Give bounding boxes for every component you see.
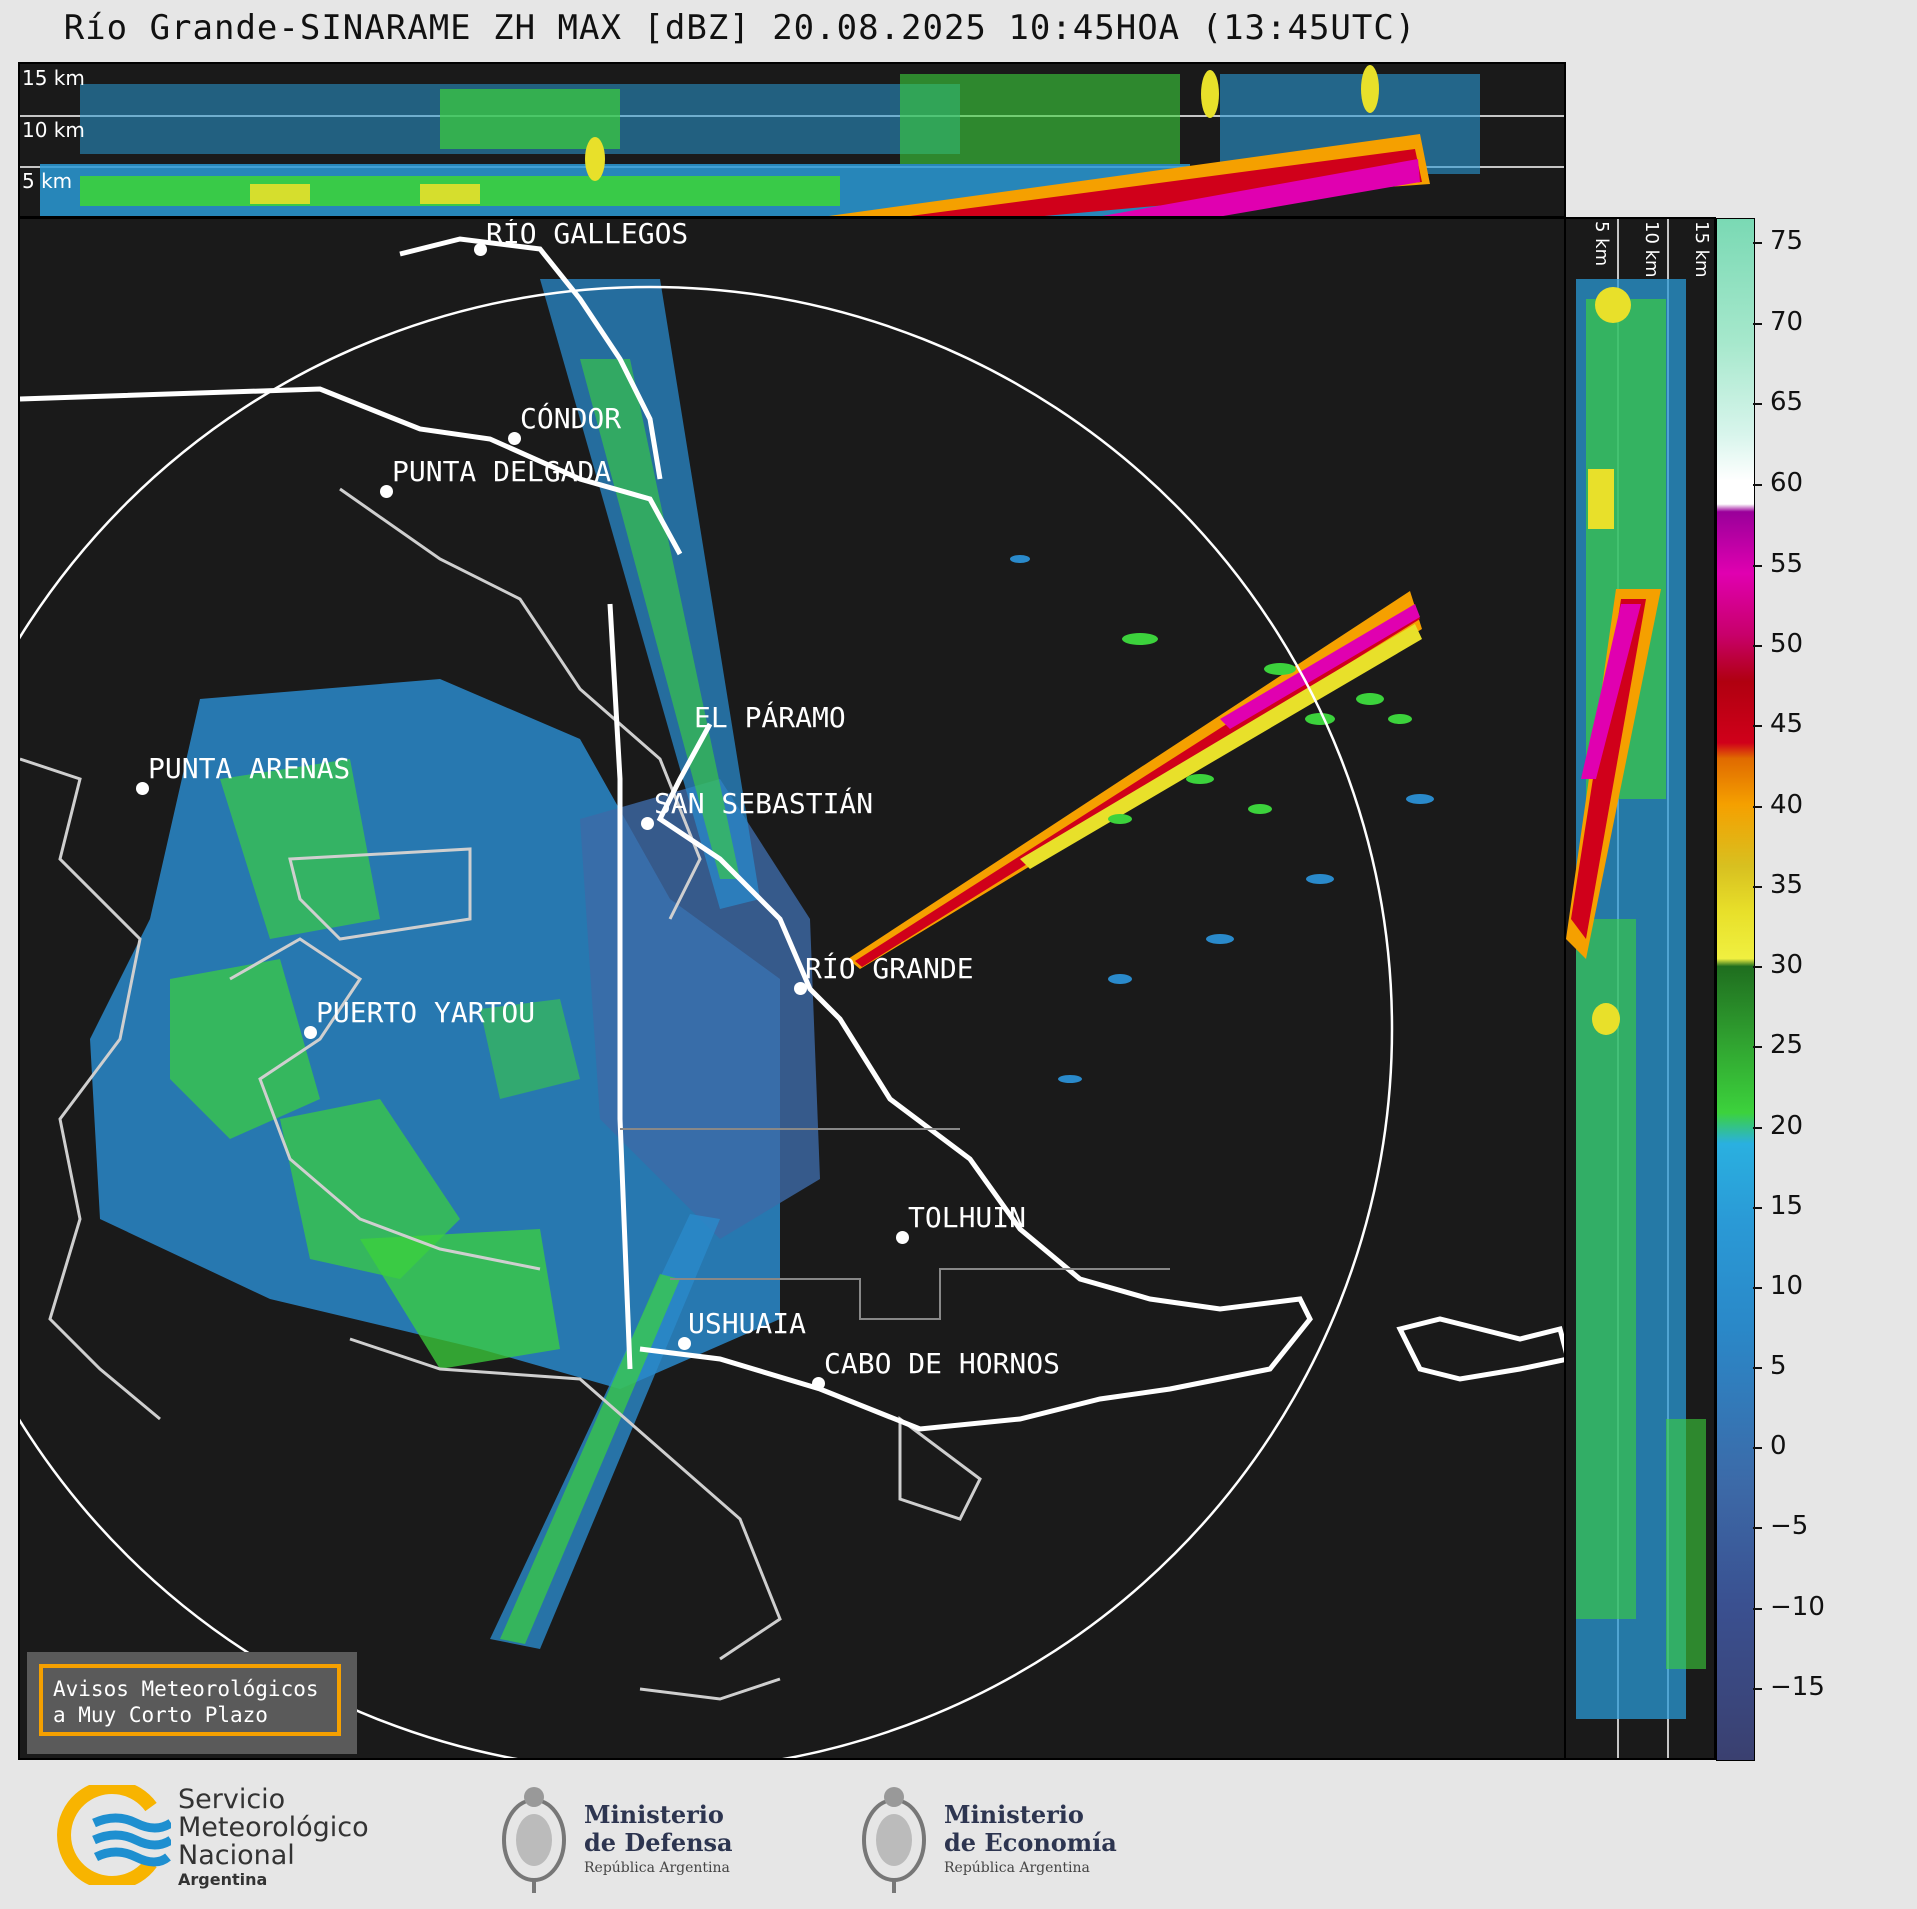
right-cross-section-panel: 5 km 10 km 15 km — [1564, 217, 1716, 1760]
cabo-de-hornos-marker — [812, 1377, 825, 1390]
provincial-lines — [620, 1128, 1170, 1320]
notice-frame: Avisos Meteorológicos a Muy Corto Plazo — [39, 1664, 341, 1736]
precipitation-echoes — [90, 279, 1434, 1649]
right-height-label-15: 15 km — [1691, 221, 1712, 278]
colorbar-tick-20: 20 — [1770, 1111, 1804, 1141]
colorbar-tick-25: 25 — [1770, 1030, 1804, 1060]
rio-gallegos-marker — [474, 243, 487, 256]
colorbar-tick-neg10: −10 — [1770, 1592, 1825, 1622]
right-height-label-5: 5 km — [1591, 221, 1612, 267]
colorbar-tick-neg15: −15 — [1770, 1672, 1825, 1702]
smn-line-3: Nacional — [178, 1840, 295, 1871]
san-sebastian-label: SAN SEBASTIÁN — [654, 787, 874, 820]
economia-line-3: República Argentina — [944, 1860, 1090, 1876]
colorbar-tick-75: 75 — [1770, 226, 1804, 256]
colorbar-tick-10: 10 — [1770, 1271, 1804, 1301]
ushuaia-marker — [678, 1337, 691, 1350]
colorbar-tick-45: 45 — [1770, 709, 1804, 739]
tolhuin-marker — [896, 1231, 909, 1244]
punta-arenas-marker — [136, 782, 149, 795]
rio-grande-marker — [794, 982, 807, 995]
colorbar-tick-40: 40 — [1770, 790, 1804, 820]
radar-map-graphics — [20, 236, 1564, 1758]
chart-title: Río Grande-SINARAME ZH MAX [dBZ] 20.08.2… — [63, 8, 1417, 48]
punta-delgada-label: PUNTA DELGADA — [392, 455, 612, 488]
range-ring — [20, 285, 1394, 1758]
san-sebastian-marker — [641, 817, 654, 830]
notice-box: Avisos Meteorológicos a Muy Corto Plazo — [27, 1652, 357, 1754]
smn-line-1: Servicio — [178, 1784, 286, 1815]
economia-line-2: de Economía — [944, 1828, 1117, 1857]
defensa-line-3: República Argentina — [584, 1860, 730, 1876]
right-height-label-10: 10 km — [1641, 221, 1662, 278]
colorbar-tick-35: 35 — [1770, 870, 1804, 900]
puerto-yartou-marker — [304, 1026, 317, 1039]
tolhuin-label: TOLHUIN — [908, 1201, 1027, 1234]
el-paramo-label: EL PÁRAMO — [694, 701, 846, 734]
defensa-line-2: de Defensa — [584, 1828, 733, 1857]
defensa-line-1: Ministerio — [584, 1800, 724, 1829]
dbz-colorbar — [1716, 218, 1755, 1761]
smn-line-4: Argentina — [178, 1870, 268, 1889]
condor-label: CÓNDOR — [520, 402, 622, 435]
notice-line-2: a Muy Corto Plazo — [53, 1703, 268, 1727]
smn-logo-icon — [57, 1785, 171, 1885]
top-height-label-15: 15 km — [22, 66, 85, 90]
colorbar-tick-70: 70 — [1770, 307, 1804, 337]
borders-roads — [20, 236, 1564, 1432]
colorbar-tick-60: 60 — [1770, 468, 1804, 498]
puerto-yartou-label: PUERTO YARTOU — [316, 996, 536, 1029]
cabo-de-hornos-label: CABO DE HORNOS — [824, 1347, 1061, 1380]
punta-delgada-marker — [380, 485, 393, 498]
top-cross-section-panel: 15 km 10 km 5 km — [18, 62, 1566, 218]
top-height-label-5: 5 km — [22, 169, 73, 193]
economia-line-1: Ministerio — [944, 1800, 1084, 1829]
punta-arenas-label: PUNTA ARENAS — [148, 752, 351, 785]
notice-line-1: Avisos Meteorológicos — [53, 1677, 319, 1701]
colorbar-tick-15: 15 — [1770, 1191, 1804, 1221]
colorbar-tick-65: 65 — [1770, 387, 1804, 417]
top-height-label-10: 10 km — [22, 118, 85, 142]
smn-line-2: Meteorológico — [178, 1812, 369, 1843]
coat-of-arms-icon — [502, 1787, 566, 1893]
colorbar-tick-0: 0 — [1770, 1431, 1787, 1461]
right-cross-section-echoes — [1566, 219, 1706, 1758]
rio-grande-label: RÍO GRANDE — [805, 952, 974, 985]
coat-of-arms-icon-2 — [862, 1787, 926, 1893]
coastlines — [20, 487, 982, 1701]
radar-map: RÍO GALLEGOS CÓNDOR PUNTA DELGADA EL PÁR… — [18, 217, 1566, 1760]
top-cross-section-echoes — [20, 65, 1564, 216]
colorbar-tick-neg5: −5 — [1770, 1511, 1809, 1541]
colorbar-tick-30: 30 — [1770, 950, 1804, 980]
rio-gallegos-label: RÍO GALLEGOS — [486, 217, 689, 250]
colorbar-tick-55: 55 — [1770, 549, 1804, 579]
condor-marker — [508, 432, 521, 445]
ushuaia-label: USHUAIA — [688, 1307, 807, 1340]
colorbar-tick-50: 50 — [1770, 629, 1804, 659]
colorbar-tick-5: 5 — [1770, 1351, 1787, 1381]
